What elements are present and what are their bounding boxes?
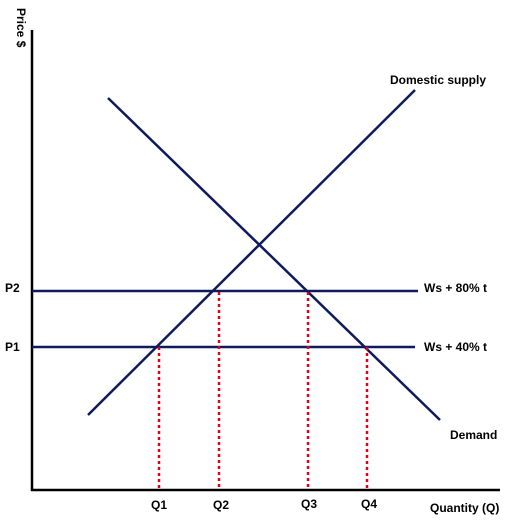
quantity-label-q4: Q4 [361,497,377,511]
price-line-label-p2: Ws + 80% t [424,281,487,295]
price-label-p2: P2 [5,281,20,295]
quantity-label-q1: Q1 [151,498,167,512]
price-label-p1: P1 [5,340,20,354]
x-axis-label: Quantity (Q) [430,501,499,515]
price-line-label-p1: Ws + 40% t [424,340,487,354]
quantity-label-q2: Q2 [213,498,229,512]
demand-curve [107,97,441,421]
demand-label: Demand [450,428,497,442]
domestic-supply-curve [87,89,416,416]
quantity-label-q3: Q3 [301,497,317,511]
domestic-supply-label: Domestic supply [390,73,486,87]
y-axis-label: Price $ [14,8,28,48]
